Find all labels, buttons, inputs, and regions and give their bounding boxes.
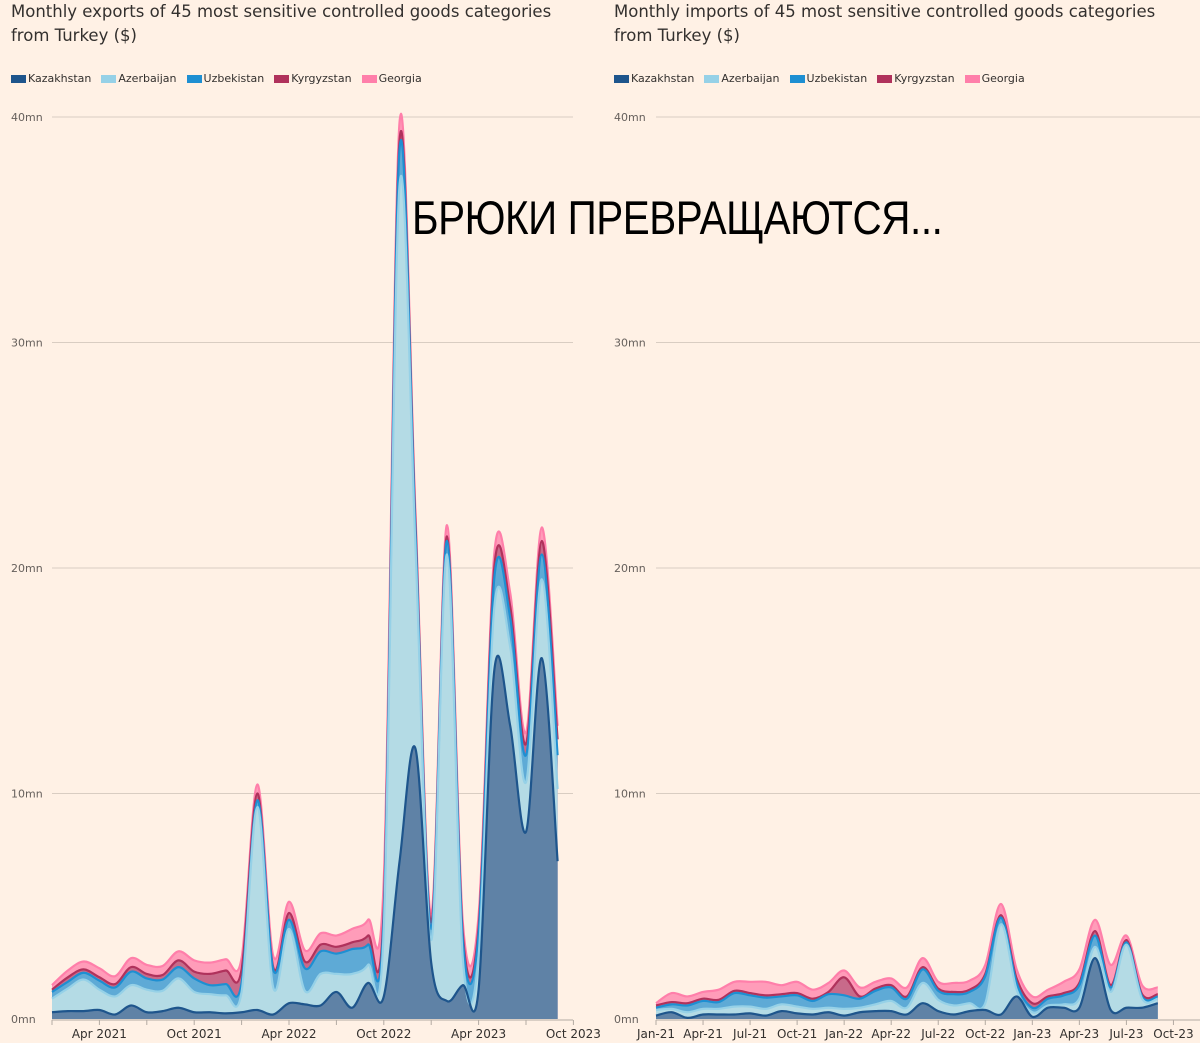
x-tick-label: Jul-23 bbox=[1108, 1027, 1143, 1041]
imports-chart-panel: Monthly imports of 45 most sensitive con… bbox=[603, 0, 1200, 1043]
legend-item-kyrgyzstan: Kyrgyzstan bbox=[274, 72, 352, 86]
y-tick-label: 30mn bbox=[11, 337, 43, 350]
y-tick-label: 40mn bbox=[11, 111, 43, 124]
exports-area-chart: 0mn 10mn 20mn 30mn 40mn Apr 2021 Oct 2021 Apr 2… bbox=[11, 111, 600, 1041]
y-tick-label: 30mn bbox=[614, 337, 646, 350]
legend-swatch bbox=[877, 75, 893, 83]
chart-legend: Kazakhstan Azerbaijan Uzbekistan Kyrgyzs… bbox=[11, 72, 426, 86]
legend-item-kazakhstan: Kazakhstan bbox=[614, 72, 694, 86]
chart-legend: Kazakhstan Azerbaijan Uzbekistan Kyrgyzs… bbox=[614, 72, 1029, 86]
x-tick-label: Oct 2023 bbox=[546, 1027, 600, 1041]
x-tick-label: Apr 2022 bbox=[261, 1027, 316, 1041]
legend-item-kazakhstan: Kazakhstan bbox=[11, 72, 91, 86]
x-tick-label: Jul-22 bbox=[920, 1027, 955, 1041]
chart-title: Monthly imports of 45 most sensitive con… bbox=[614, 2, 1156, 45]
x-tick-label: Oct 2021 bbox=[167, 1027, 222, 1041]
y-tick-label: 20mn bbox=[614, 562, 646, 575]
legend-swatch bbox=[704, 75, 720, 83]
x-tick-label: Apr 2023 bbox=[451, 1027, 506, 1041]
x-tick-label: Apr 2021 bbox=[72, 1027, 127, 1041]
legend-swatch bbox=[11, 75, 26, 83]
x-tick-label: Jul-21 bbox=[732, 1027, 767, 1041]
legend-swatch bbox=[274, 75, 290, 83]
area-kazakhstan bbox=[656, 958, 1158, 1019]
legend-swatch bbox=[614, 75, 629, 83]
y-tick-label: 40mn bbox=[614, 111, 646, 124]
line-uzbekistan bbox=[655, 916, 1159, 1010]
legend-item-georgia: Georgia bbox=[361, 72, 422, 86]
area-kazakhstan bbox=[52, 655, 558, 1019]
legend-swatch bbox=[186, 75, 202, 83]
y-tick-label: 0mn bbox=[11, 1013, 36, 1026]
x-tick-label: Apr-23 bbox=[1060, 1027, 1100, 1041]
y-tick-label: 10mn bbox=[11, 788, 43, 801]
overlay-caption: БРЮКИ ПРЕВРАЩАЮТСЯ... bbox=[412, 191, 943, 244]
x-tick-label: Apr-22 bbox=[871, 1027, 911, 1041]
line-azerbaijan bbox=[51, 174, 559, 1008]
area-georgia bbox=[656, 903, 1158, 1019]
y-tick-label: 20mn bbox=[11, 562, 43, 575]
exports-chart-panel: Monthly exports of 45 most sensitive con… bbox=[11, 2, 600, 1041]
legend-item-kyrgyzstan: Kyrgyzstan bbox=[877, 72, 955, 86]
legend-item-uzbekistan: Uzbekistan bbox=[186, 72, 264, 86]
legend-item-uzbekistan: Uzbekistan bbox=[789, 72, 867, 86]
legend-swatch bbox=[789, 75, 805, 83]
chart-title: Monthly exports of 45 most sensitive con… bbox=[11, 2, 552, 45]
legend-swatch bbox=[964, 75, 980, 83]
x-tick-label: Jan-22 bbox=[824, 1027, 863, 1041]
x-tick-label: Oct 2022 bbox=[356, 1027, 411, 1041]
x-tick-label: Oct-22 bbox=[965, 1027, 1005, 1041]
y-tick-label: 10mn bbox=[614, 788, 646, 801]
line-kazakhstan bbox=[51, 654, 559, 1016]
y-tick-label: 0mn bbox=[614, 1013, 639, 1026]
legend-item-azerbaijan: Azerbaijan bbox=[704, 72, 780, 86]
x-tick-label: Jan-21 bbox=[636, 1027, 675, 1041]
line-kazakhstan bbox=[655, 957, 1159, 1019]
imports-area-chart: 0mn 10mn 20mn 30mn 40mn Jan-21 Apr-21 Jul-21 Oct… bbox=[614, 111, 1200, 1041]
x-tick-label: Oct-23 bbox=[1153, 1027, 1193, 1041]
line-kyrgyzstan bbox=[655, 914, 1159, 1007]
x-tick-label: Apr-21 bbox=[683, 1027, 723, 1041]
x-tick-label: Oct-21 bbox=[777, 1027, 817, 1041]
legend-item-georgia: Georgia bbox=[964, 72, 1025, 86]
legend-swatch bbox=[361, 75, 377, 83]
legend-swatch bbox=[101, 75, 117, 83]
legend-item-azerbaijan: Azerbaijan bbox=[101, 72, 177, 86]
x-tick-label: Jan-23 bbox=[1012, 1027, 1051, 1041]
line-georgia bbox=[655, 902, 1158, 1005]
line-azerbaijan bbox=[655, 923, 1159, 1014]
